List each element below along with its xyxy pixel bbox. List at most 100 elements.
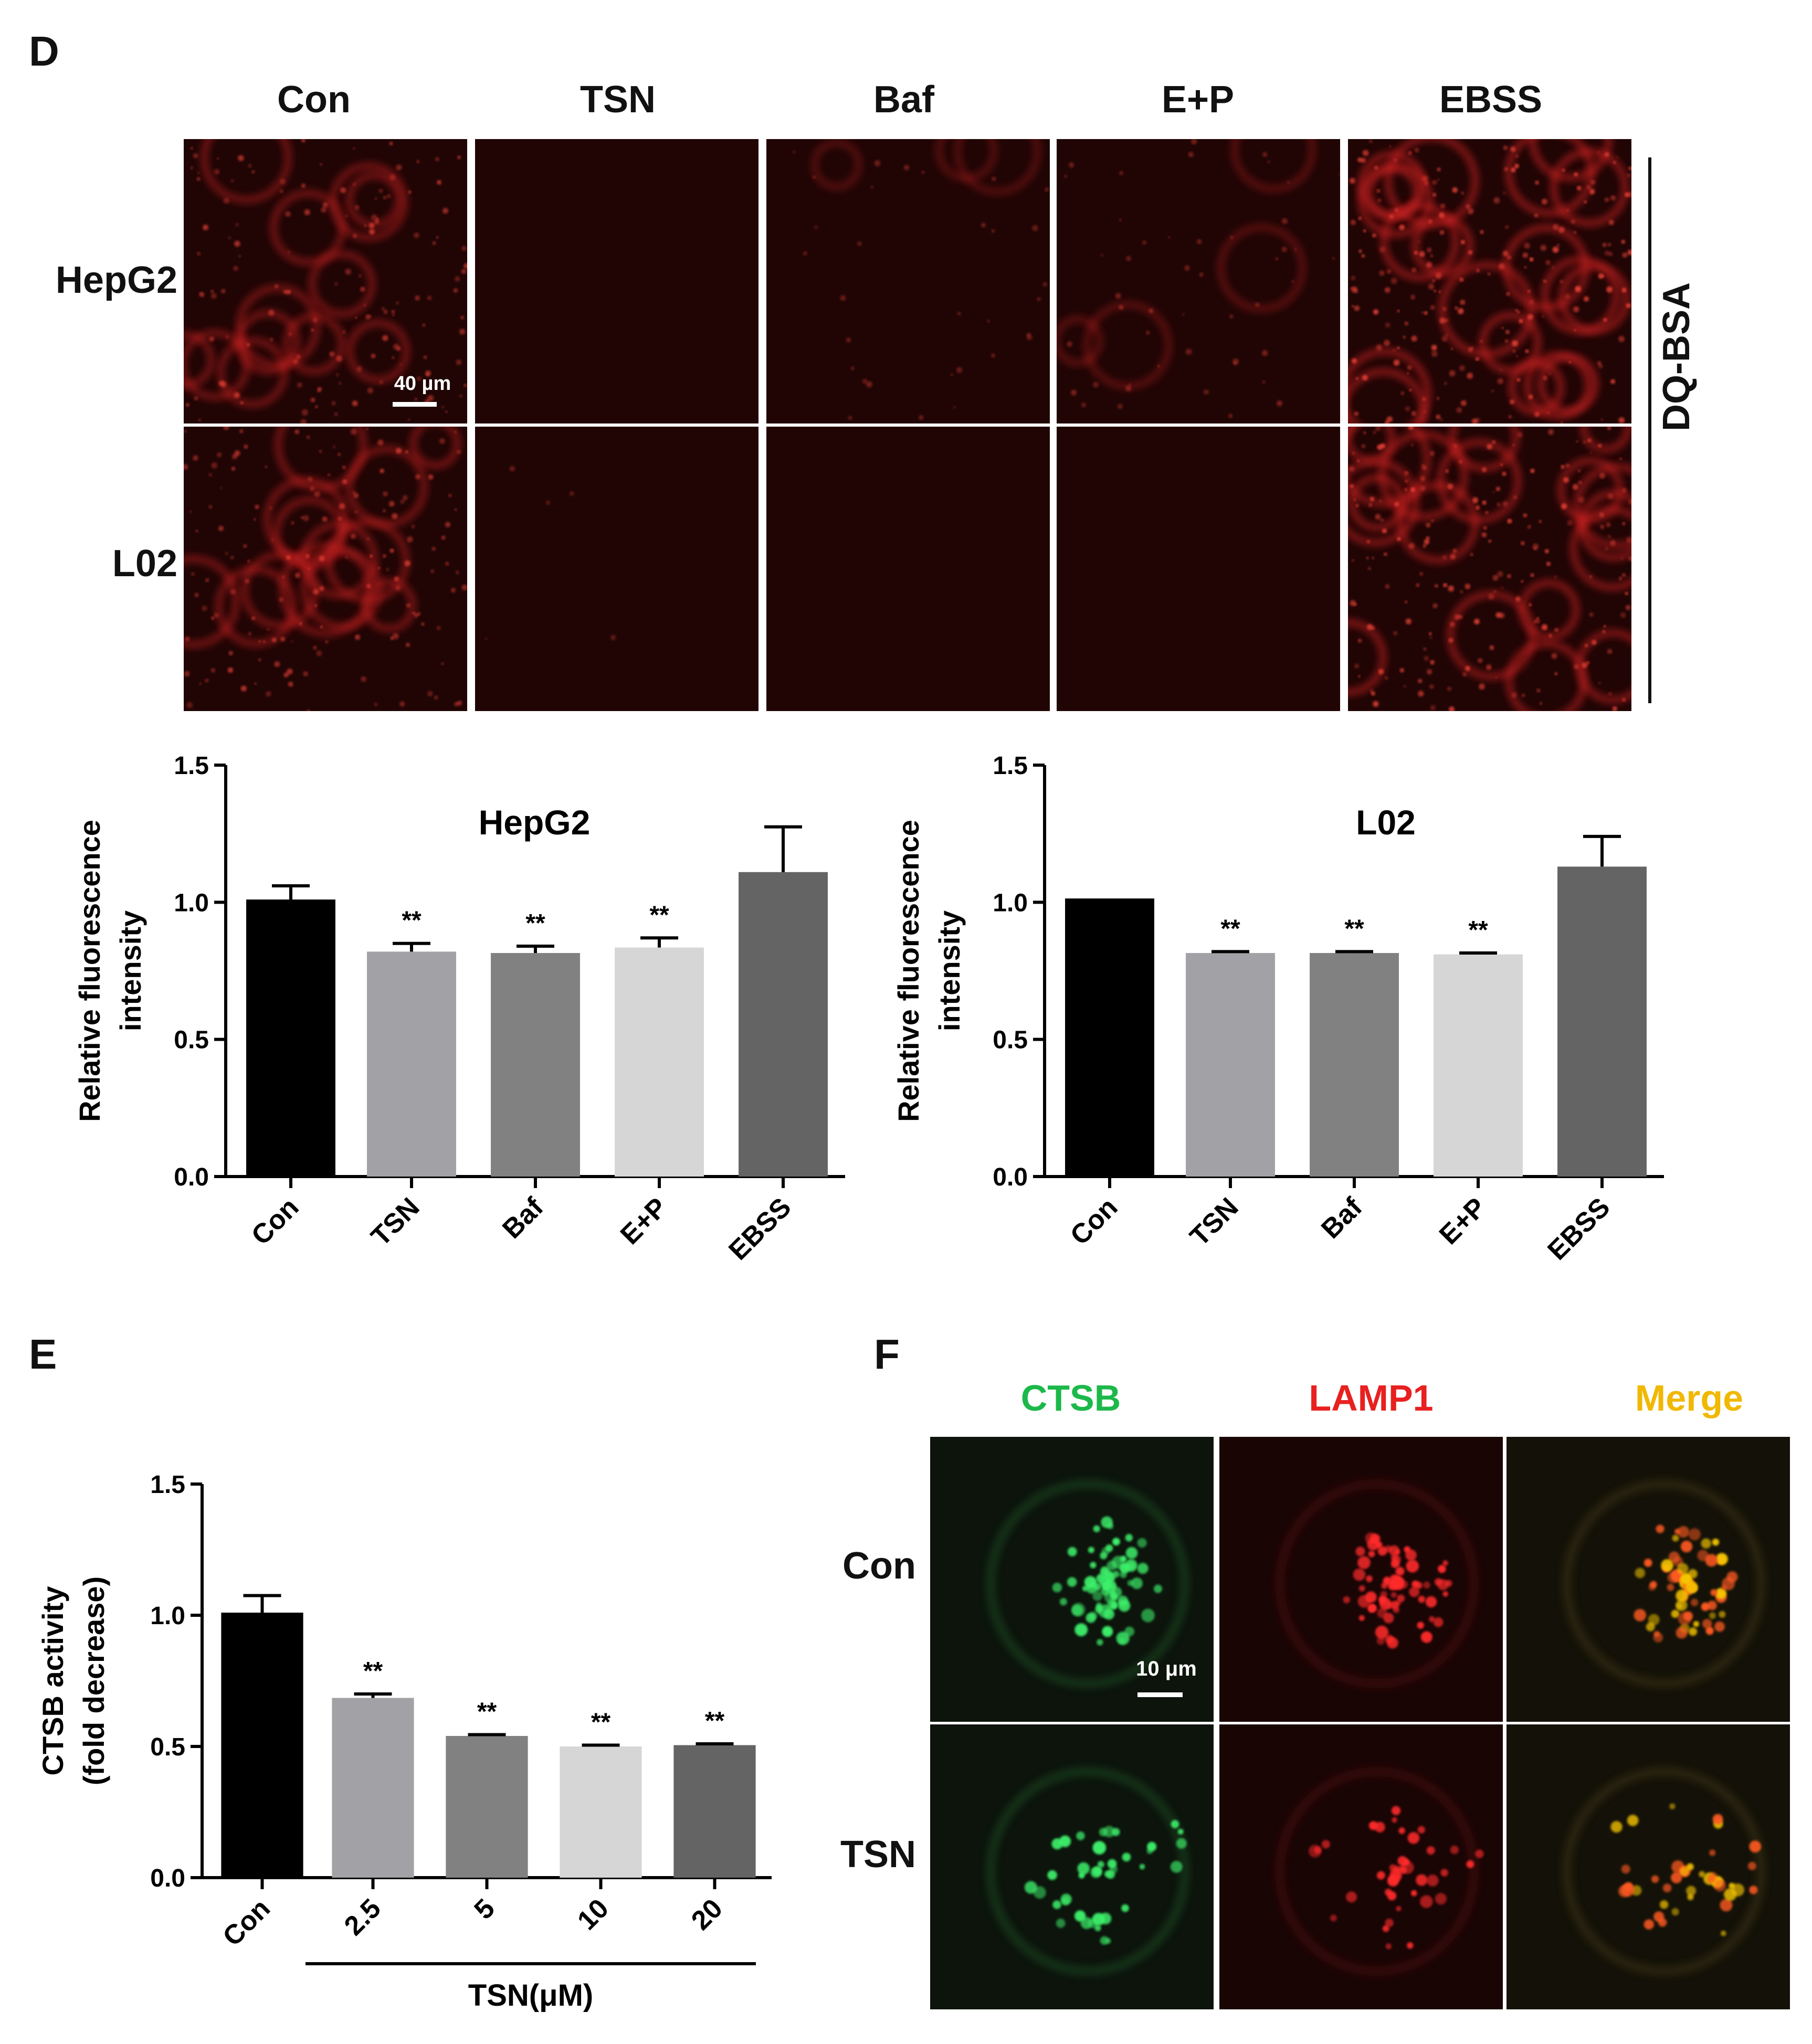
x-tick-label: Con: [246, 1192, 304, 1251]
d-column-header-baf: Baf: [873, 79, 935, 121]
f-micrograph-con-lamp1: [1219, 1437, 1503, 1722]
bar: [1434, 954, 1523, 1177]
x-tick-label: TSN: [1184, 1192, 1245, 1252]
d-scale-bar-label: 40 µm: [394, 373, 451, 395]
y-tick-label: 1.0: [174, 889, 209, 917]
y-axis-label: intensity: [114, 910, 147, 1031]
bar: [367, 951, 456, 1177]
d-row-label-l02: L02: [112, 543, 177, 585]
x-tick-label: 2.5: [339, 1893, 387, 1941]
d-column-header-tsn: TSN: [580, 79, 656, 121]
d-column-header-ebss: EBSS: [1439, 79, 1542, 121]
y-tick-label: 1.0: [993, 889, 1028, 917]
d-micrograph-hepg2-baf: [766, 139, 1050, 423]
f-scale-bar: 10 μm: [1136, 1657, 1197, 1697]
panel-letter-f: F: [874, 1331, 900, 1378]
y-tick-label: 0.5: [174, 1026, 209, 1054]
bar: [332, 1698, 414, 1878]
bar: [246, 899, 335, 1177]
panel-letter-e: E: [29, 1331, 57, 1378]
f-column-header-ctsb: CTSB: [1021, 1378, 1121, 1418]
d-micrograph-l02-tsn: [475, 427, 758, 711]
y-axis-label: intensity: [933, 910, 966, 1031]
significance-label: **: [477, 1698, 497, 1726]
f-micrograph-tsn-ctsb: [930, 1724, 1214, 2009]
y-tick-label: 1.5: [993, 752, 1028, 780]
significance-label: **: [649, 901, 669, 929]
x-tick-label: 10: [572, 1893, 615, 1936]
y-tick-label: 0.5: [993, 1026, 1028, 1054]
d-micrograph-l02-baf: [766, 427, 1050, 711]
y-axis-label: CTSB activity: [36, 1586, 69, 1776]
x-tick-label: EBSS: [1542, 1192, 1616, 1266]
x-tick-label: E+P: [615, 1192, 673, 1251]
chart-hepg2: 0.0 0.5 1.0 1.5 Relative fluorescence intensi…: [73, 752, 845, 1266]
d-micrograph-l02-con: [184, 427, 467, 711]
x-tick-label: Con: [217, 1893, 276, 1952]
f-column-headers: CTSB LAMP1 Merge: [1021, 1378, 1743, 1418]
d-micrograph-hepg2-tsn: [475, 139, 758, 423]
bar: [446, 1736, 528, 1878]
significance-label: **: [1344, 915, 1364, 942]
significance-label: **: [402, 907, 422, 935]
x-tick-label: TSN: [365, 1192, 426, 1252]
f-micrograph-con-ctsb: [930, 1437, 1214, 1722]
panel-letter-d: D: [29, 28, 59, 75]
d-micrograph-hepg2-ep: [1057, 139, 1340, 423]
bar: [1310, 953, 1399, 1177]
y-tick-label: 1.5: [150, 1471, 185, 1499]
f-column-header-lamp1: LAMP1: [1309, 1378, 1433, 1418]
d-micrograph-grid: [184, 139, 1631, 711]
y-axis-label: Relative fluorescence: [73, 820, 106, 1122]
f-scale-bar-line: [1137, 1692, 1183, 1697]
f-micrograph-con-merge: [1507, 1437, 1790, 1722]
bar: [1186, 953, 1275, 1177]
d-column-header-ep: E+P: [1162, 79, 1234, 121]
y-tick-label: 0.0: [174, 1163, 209, 1191]
significance-label: **: [363, 1657, 383, 1685]
d-micrograph-hepg2-con: [184, 139, 467, 423]
y-tick-label: 1.5: [174, 752, 209, 780]
bar: [739, 872, 828, 1177]
f-micrograph-grid: [930, 1437, 1790, 2009]
x-tick-label: E+P: [1434, 1192, 1492, 1251]
x-tick-label: 5: [469, 1893, 501, 1925]
y-axis-label: Relative fluorescence: [892, 820, 925, 1122]
y-tick-label: 1.0: [150, 1602, 185, 1630]
bar: [491, 953, 580, 1177]
f-micrograph-tsn-lamp1: [1219, 1724, 1503, 2009]
chart-title: L02: [1356, 803, 1416, 842]
bar: [221, 1613, 303, 1878]
bar: [615, 947, 704, 1177]
f-row-label-con: Con: [842, 1545, 916, 1587]
chart-ctsb-activity: 0.0 0.5 1.0 1.5 CTSB activity (fold decrease)…: [36, 1471, 772, 2013]
chart-l02: 0.0 0.5 1.0 1.5 Relative fluorescence intensi…: [892, 752, 1664, 1266]
d-micrograph-l02-ebss: [1348, 427, 1631, 711]
significance-label: **: [1468, 916, 1488, 944]
x-tick-label: 20: [686, 1893, 729, 1936]
y-tick-label: 0.0: [993, 1163, 1028, 1191]
bar: [673, 1745, 756, 1878]
x-axis-label: TSN(μM): [468, 1978, 593, 2013]
bar: [1065, 899, 1154, 1177]
f-column-header-merge: Merge: [1635, 1378, 1743, 1418]
significance-label: **: [1220, 915, 1240, 942]
f-row-label-tsn: TSN: [840, 1834, 916, 1876]
x-tick-label: EBSS: [723, 1192, 797, 1266]
d-micrograph-hepg2-ebss: [1348, 139, 1631, 423]
y-axis-label: (fold decrease): [77, 1576, 110, 1785]
chart-title: HepG2: [479, 803, 591, 842]
d-column-header-con: Con: [277, 79, 351, 121]
d-row-label-hepg2: HepG2: [56, 259, 177, 301]
d-scale-bar: 40 µm: [393, 373, 451, 407]
y-tick-label: 0.5: [150, 1733, 185, 1761]
bar: [560, 1746, 642, 1878]
y-tick-label: 0.0: [150, 1865, 185, 1892]
bar: [1557, 866, 1647, 1177]
x-tick-label: Con: [1065, 1192, 1123, 1251]
f-micrograph-tsn-merge: [1507, 1724, 1790, 2009]
f-scale-bar-label: 10 μm: [1136, 1657, 1197, 1680]
d-side-label: DQ-BSA: [1656, 282, 1698, 431]
x-tick-label: Baf: [497, 1192, 550, 1245]
